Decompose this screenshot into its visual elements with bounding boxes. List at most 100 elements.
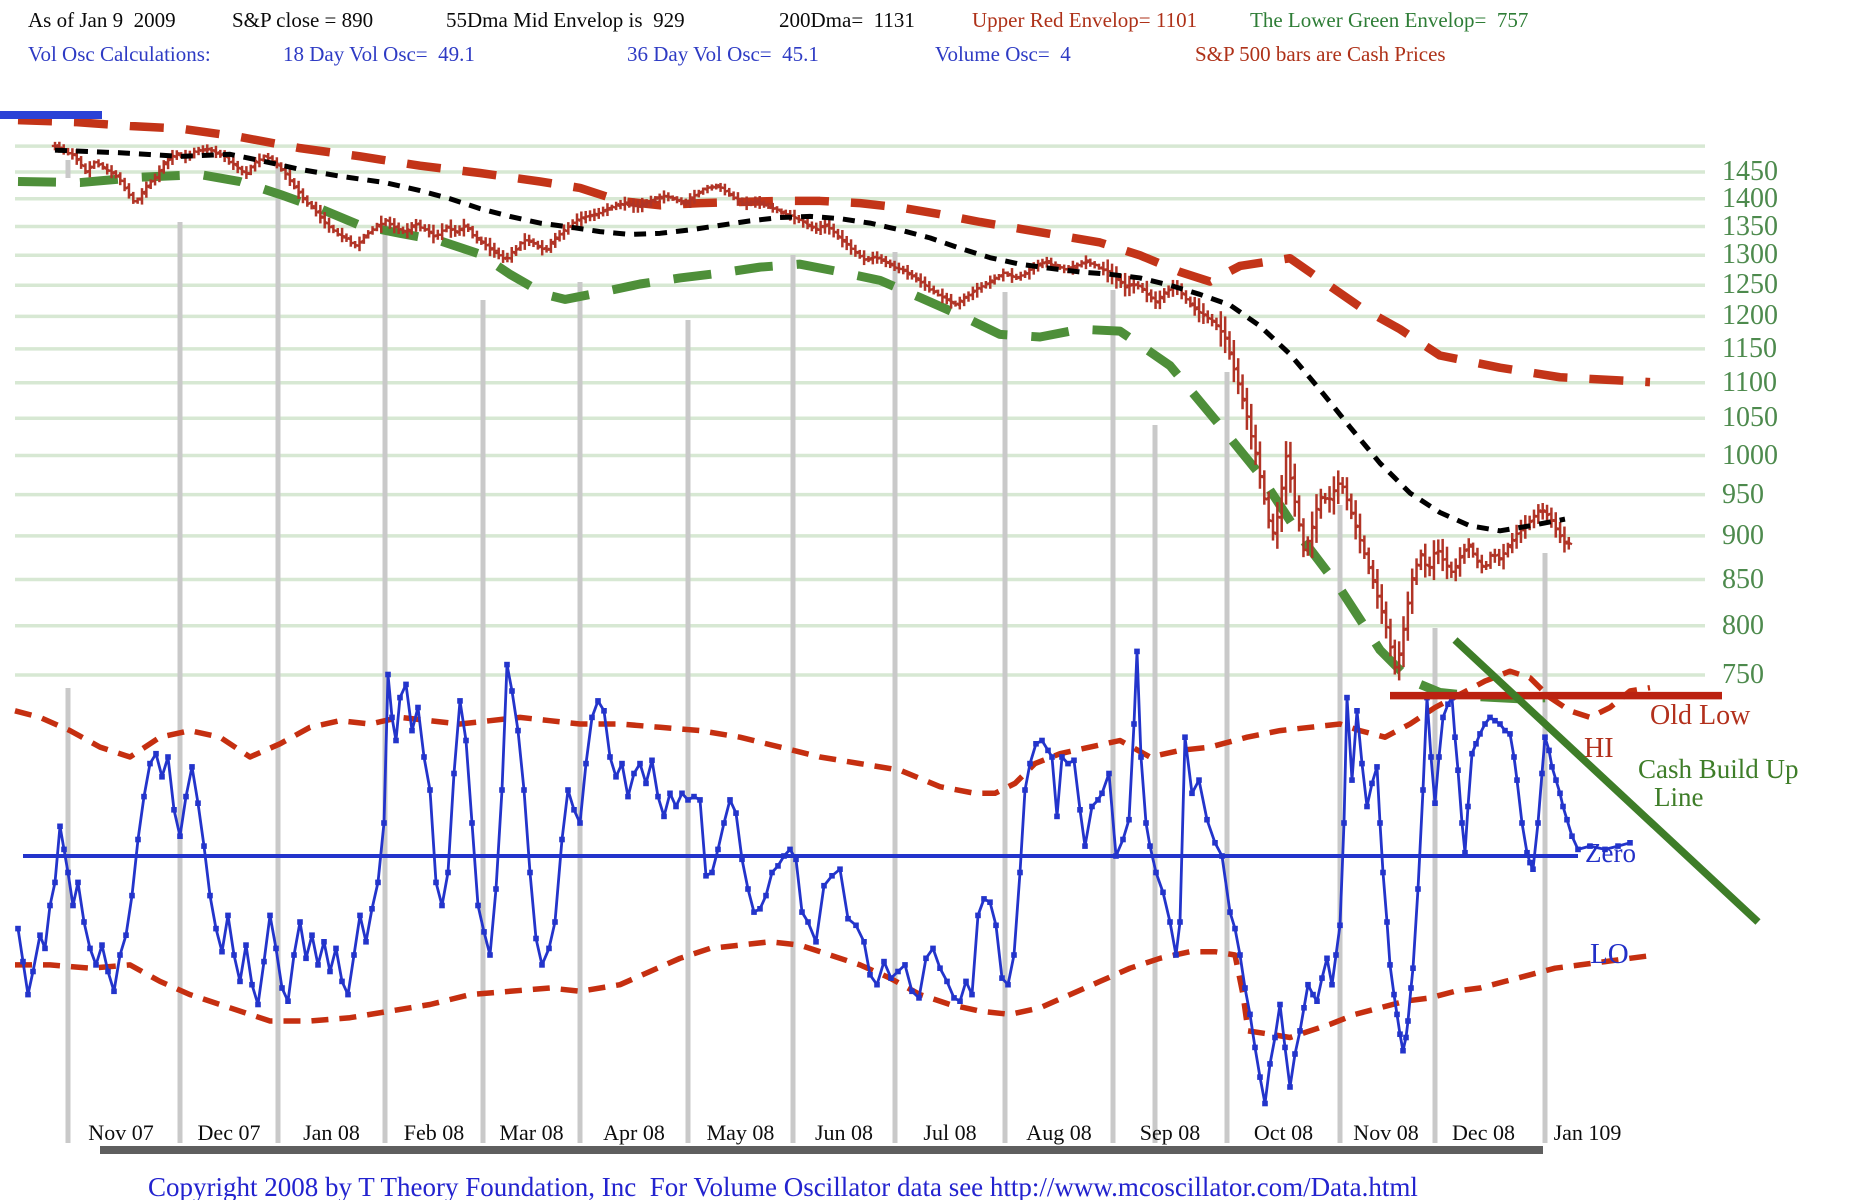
cash-prices-note: S&P 500 bars are Cash Prices xyxy=(1195,42,1446,66)
volume-oscillator-marker xyxy=(1387,962,1393,968)
volume-oscillator-marker xyxy=(805,919,811,925)
ohlc-close-tick xyxy=(176,152,181,157)
volume-oscillator-marker xyxy=(375,879,381,886)
hi-band-label: HI xyxy=(1584,733,1614,764)
x-axis-label: Jan 08 xyxy=(303,1120,360,1145)
volume-oscillator-marker xyxy=(613,774,619,780)
ohlc-open-tick xyxy=(1517,532,1522,536)
ohlc-close-tick xyxy=(880,257,886,262)
volume-oscillator-marker xyxy=(1391,991,1397,998)
volume-oscillator-marker xyxy=(1497,721,1503,727)
volume-oscillator-marker xyxy=(363,939,369,945)
volume-oscillator-marker xyxy=(65,869,71,876)
ohlc-close-tick xyxy=(1189,302,1195,307)
ohlc-open-tick xyxy=(969,292,974,297)
y-axis-label: 1450 xyxy=(1722,155,1778,187)
ohlc-open-tick xyxy=(1186,298,1191,301)
ohlc-open-tick xyxy=(125,185,130,190)
volume-oscillator-marker xyxy=(1310,991,1316,998)
volume-oscillator-marker xyxy=(1519,820,1525,826)
volume-oscillator-marker xyxy=(351,952,357,958)
ohlc-open-tick xyxy=(443,228,447,232)
x-axis-label: Jul 08 xyxy=(923,1120,977,1145)
volume-oscillator-marker xyxy=(339,978,345,985)
volume-oscillator-marker xyxy=(1569,833,1575,839)
ohlc-open-tick xyxy=(869,256,874,260)
ohlc-open-tick xyxy=(990,279,996,284)
ohlc-open-tick xyxy=(529,239,534,243)
volume-oscillator-marker xyxy=(521,787,527,793)
volume-oscillator-marker xyxy=(303,955,309,962)
volume-oscillator-marker xyxy=(577,820,583,826)
volume-oscillator-marker xyxy=(697,797,703,803)
volume-oscillator-marker xyxy=(709,869,715,876)
volume-oscillator-marker xyxy=(837,866,843,872)
ohlc-open-tick xyxy=(1487,563,1491,567)
ohlc-open-tick xyxy=(207,147,213,152)
ohlc-open-tick xyxy=(1299,522,1305,528)
ohlc-open-tick xyxy=(382,222,386,226)
volume-oscillator-marker xyxy=(673,803,679,810)
volume-oscillator-marker xyxy=(1542,734,1548,740)
ohlc-open-tick xyxy=(1373,580,1378,584)
volume-oscillator-marker xyxy=(1173,952,1179,958)
volume-oscillator-marker xyxy=(25,991,31,998)
ohlc-open-tick xyxy=(1226,336,1230,340)
volume-oscillator-marker xyxy=(757,906,763,912)
ohlc-open-tick xyxy=(925,284,930,288)
ohlc-open-tick xyxy=(1121,280,1126,285)
volume-oscillator-marker xyxy=(1017,869,1023,876)
ohlc-open-tick xyxy=(360,239,365,244)
volume-oscillator-marker xyxy=(433,879,439,886)
ohlc-close-tick xyxy=(767,204,773,209)
volume-oscillator-marker xyxy=(285,998,291,1004)
volume-oscillator-marker xyxy=(1575,846,1581,853)
ohlc-open-tick xyxy=(264,154,269,159)
ohlc-open-tick xyxy=(399,227,404,232)
ohlc-open-tick xyxy=(878,256,882,260)
ohlc-open-tick xyxy=(512,251,517,256)
volume-oscillator-marker xyxy=(255,1001,261,1008)
ohlc-open-tick xyxy=(1238,381,1244,386)
ohlc-open-tick xyxy=(1012,275,1017,279)
volume-oscillator-marker xyxy=(1297,1028,1303,1034)
volume-oscillator-marker xyxy=(589,714,595,721)
volume-oscillator-marker xyxy=(607,754,613,760)
ohlc-open-tick xyxy=(647,200,652,204)
ohlc-open-tick xyxy=(1477,559,1483,564)
volume-oscillator-marker xyxy=(357,912,363,919)
volume-oscillator-marker xyxy=(721,820,727,826)
ohlc-open-tick xyxy=(268,155,273,160)
volume-oscillator-marker xyxy=(1039,737,1045,744)
ohlc-open-tick xyxy=(538,244,543,248)
volume-oscillator-marker xyxy=(1011,952,1017,958)
volume-oscillator-marker xyxy=(1397,1031,1403,1037)
volume-oscillator-marker xyxy=(703,873,709,879)
ohlc-open-tick xyxy=(973,289,978,293)
x-axis-label: Nov 07 xyxy=(88,1120,154,1145)
ohlc-open-tick xyxy=(542,246,547,250)
volume-oscillator-marker xyxy=(1054,813,1060,820)
ohlc-open-tick xyxy=(638,204,643,209)
ohlc-open-tick xyxy=(1495,553,1500,557)
y-axis-label: 1200 xyxy=(1722,300,1778,332)
ohlc-open-tick xyxy=(616,204,621,208)
volume-oscillator-marker xyxy=(87,945,93,952)
volume-oscillator-marker xyxy=(1482,721,1488,727)
ohlc-close-tick xyxy=(202,147,207,151)
volume-oscillator-marker xyxy=(937,965,943,971)
y-axis-label: 950 xyxy=(1722,478,1764,510)
x-axis-label: Dec 07 xyxy=(197,1120,261,1145)
ohlc-open-tick xyxy=(85,169,91,174)
volume-oscillator-marker xyxy=(475,902,481,909)
ohlc-open-tick xyxy=(1273,531,1278,536)
y-axis-label: 1050 xyxy=(1722,402,1778,434)
volume-oscillator-marker xyxy=(1524,849,1530,856)
ohlc-open-tick xyxy=(1464,548,1470,553)
copyright-line: Copyright 2008 by T Theory Foundation, I… xyxy=(148,1172,1418,1200)
ohlc-open-tick xyxy=(299,190,304,193)
volume-oscillator-marker xyxy=(661,813,667,820)
ohlc-open-tick xyxy=(860,254,865,258)
ohlc-open-tick xyxy=(651,198,656,202)
volume-oscillator-marker xyxy=(1487,714,1493,721)
